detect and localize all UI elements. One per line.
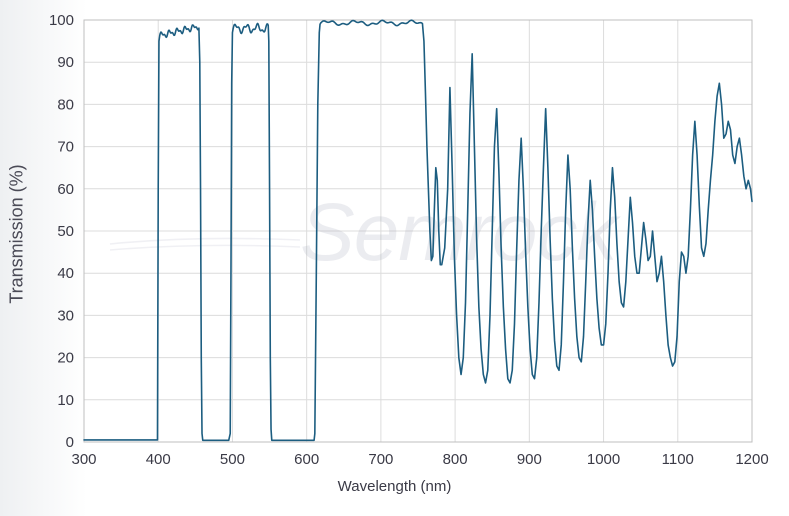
svg-text:90: 90 [57,54,74,71]
svg-text:10: 10 [57,392,74,409]
svg-text:1100: 1100 [662,451,694,468]
svg-text:40: 40 [57,265,74,282]
svg-text:70: 70 [57,139,74,156]
svg-text:700: 700 [368,451,393,468]
svg-text:0: 0 [66,434,74,451]
svg-text:30: 30 [57,307,74,324]
svg-text:100: 100 [49,12,74,29]
svg-text:60: 60 [57,181,74,198]
svg-text:1200: 1200 [735,451,768,468]
svg-text:20: 20 [57,350,74,367]
svg-text:50: 50 [57,223,74,240]
svg-text:1000: 1000 [587,451,620,468]
svg-text:300: 300 [71,451,96,468]
svg-text:900: 900 [517,451,542,468]
svg-text:800: 800 [443,451,468,468]
svg-text:400: 400 [146,451,171,468]
svg-text:600: 600 [294,451,319,468]
svg-text:80: 80 [57,96,74,113]
svg-text:500: 500 [220,451,245,468]
